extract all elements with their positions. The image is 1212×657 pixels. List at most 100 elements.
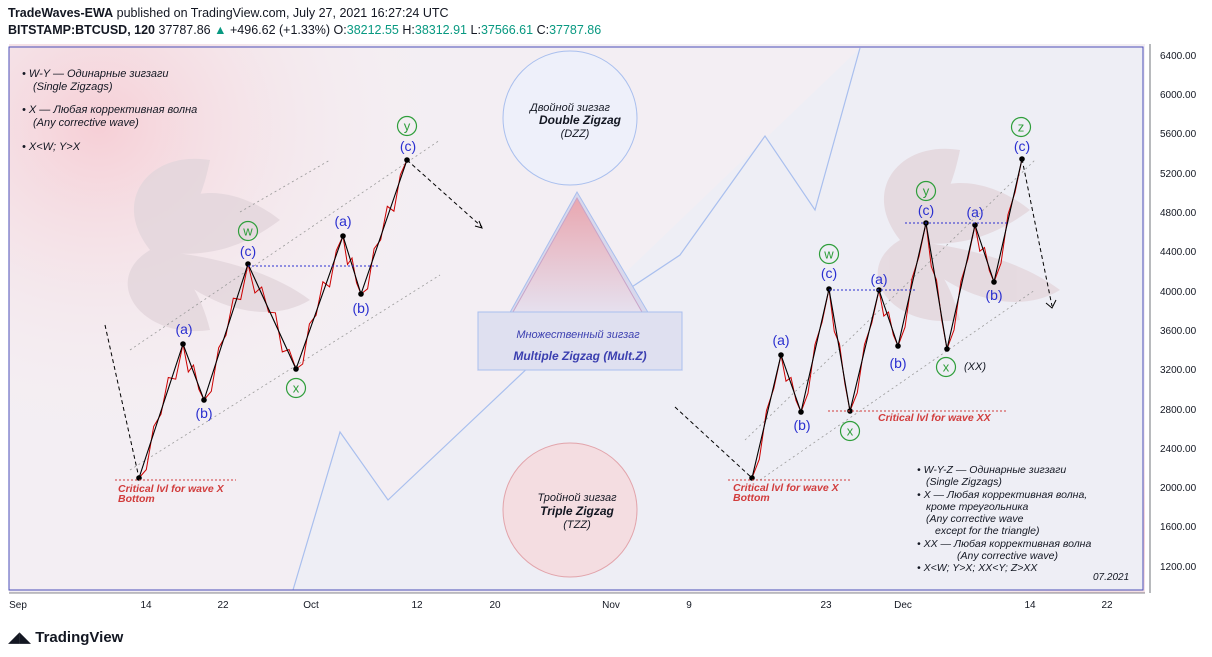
right-label-y-ring [915,180,937,202]
right-label-c1: (c) [821,265,837,281]
symbol-label[interactable]: BITSTAMP:BTCUSD, 120 [8,23,156,37]
x-tick-label: Oct [303,600,319,611]
tv-logo-icon: ◢◣ [8,629,32,646]
left-pivot-dot [180,341,186,347]
low-value: 37566.61 [480,23,534,37]
right-label-a3: (a) [966,204,983,220]
left-note-1: • W-Y — Одинарные зигзаги [22,68,169,80]
left-label-c2: (c) [400,138,416,154]
up-arrow-icon: ▲ [214,23,227,37]
right-note-9: • X<W; Y>X; XX<Y; Z>XX [917,562,1038,574]
right-label-x-ring [839,420,861,442]
x-tick-label: Nov [602,600,620,611]
right-pivot-dot [778,352,784,358]
right-red-wave [751,158,1023,479]
right-label-y: y [923,184,930,199]
low-label: L: [470,23,481,37]
left-zigzag-line [138,159,408,479]
left-label-w: w [242,224,253,239]
right-label-w: w [823,247,834,262]
right-note-1: • W-Y-Z — Одинарные зигзаги [917,464,1066,476]
y-tick-label: 3600.00 [1160,326,1197,337]
left-channel-mid [239,159,331,213]
right-critical-1: Critical lvl for wave X [733,482,840,494]
close-value: 37787.86 [549,23,602,37]
right-label-z: z [1018,120,1025,135]
left-pivot-dot [340,233,346,239]
left-label-x: x [293,381,300,396]
y-tick-label: 2400.00 [1160,444,1197,455]
right-pivot-dot [972,222,978,228]
right-zigzag-line [751,158,1023,479]
left-entry-dashed [104,324,140,479]
right-pivot-dot [895,343,901,349]
y-tick-label: 1200.00 [1160,562,1197,573]
tzz-en: Triple Zigzag [540,504,614,518]
left-note-5: • X<W; Y>X [22,141,81,153]
left-label-a1: (a) [175,321,192,337]
left-critical-1: Critical lvl for wave X [118,483,225,495]
open-value: 38212.55 [346,23,399,37]
xx-note: (XX) [964,361,986,373]
right-pivot-dot [944,346,950,352]
mult-zigzag-box [477,311,683,371]
x-tick-label: 23 [820,600,832,611]
left-label-y-ring [396,115,418,137]
right-label-b2: (b) [889,355,906,371]
open-label: O: [333,23,347,37]
tzz-ru: Тройной зигзаг [537,492,617,504]
tradingview-logo[interactable]: ◢◣ TradingView [8,628,123,646]
left-pivot-dot [245,261,251,267]
x-tick-label: 14 [140,600,152,611]
left-label-y: y [404,119,411,134]
x-tick-label: 22 [1101,600,1113,611]
publish-info: published on TradingView.com, July 27, 2… [116,6,449,20]
right-label-b3: (b) [985,287,1002,303]
right-label-xx: x [943,360,950,375]
left-label-x-ring [285,377,307,399]
left-label-c1: (c) [240,243,256,259]
close-label: C: [536,23,550,37]
mult-ru: Множественный зигзаг [516,329,640,341]
dzz-abbr: (DZZ) [561,128,590,140]
mult-en: Multiple Zigzag (Mult.Z) [513,349,646,363]
left-note-3: • X — Любая коррективная волна [22,104,197,116]
right-note-7: • XX — Любая коррективная волна [917,538,1091,550]
right-pivot-dot [798,409,804,415]
right-note-4: кроме треугольника [926,501,1028,513]
y-tick-label: 2000.00 [1160,483,1197,494]
right-pivot-dot [826,286,832,292]
dzz-circle [502,50,638,186]
left-pivot-dot [201,397,207,403]
right-arrow-head [1045,299,1057,309]
right-label-a2: (a) [870,271,887,287]
right-note-8: (Any corrective wave) [957,550,1058,562]
x-tick-label: 20 [489,600,501,611]
dzz-ru: Двойной зигзаг [528,102,610,114]
tzz-abbr: (TZZ) [563,519,591,531]
left-label-b1: (b) [195,405,212,421]
chart-header: TradeWaves-EWA published on TradingView.… [8,5,601,39]
right-entry-dashed [674,406,753,479]
dzz-en: Double Zigzag [539,113,622,127]
left-pivot-dot [293,366,299,372]
right-label-a1: (a) [772,332,789,348]
right-note-6: except for the triangle) [935,525,1039,537]
high-label: H: [402,23,415,37]
y-tick-label: 6000.00 [1160,90,1197,101]
right-label-b1: (b) [793,417,810,433]
y-tick-label: 5600.00 [1160,129,1197,140]
y-tick-label: 1600.00 [1160,522,1197,533]
right-date: 07.2021 [1093,572,1129,583]
right-pivot-dot [991,279,997,285]
y-tick-label: 4400.00 [1160,247,1197,258]
leaf-watermark-right [877,148,1060,322]
author-name[interactable]: TradeWaves-EWA [8,6,114,20]
left-channel-lower [129,274,441,471]
left-critical-2: Bottom [118,493,155,505]
price-change: +496.62 (+1.33%) [229,23,331,37]
right-label-x: x [847,424,854,439]
right-label-xx-ring [935,356,957,378]
left-note-2: (Single Zigzags) [33,81,113,93]
